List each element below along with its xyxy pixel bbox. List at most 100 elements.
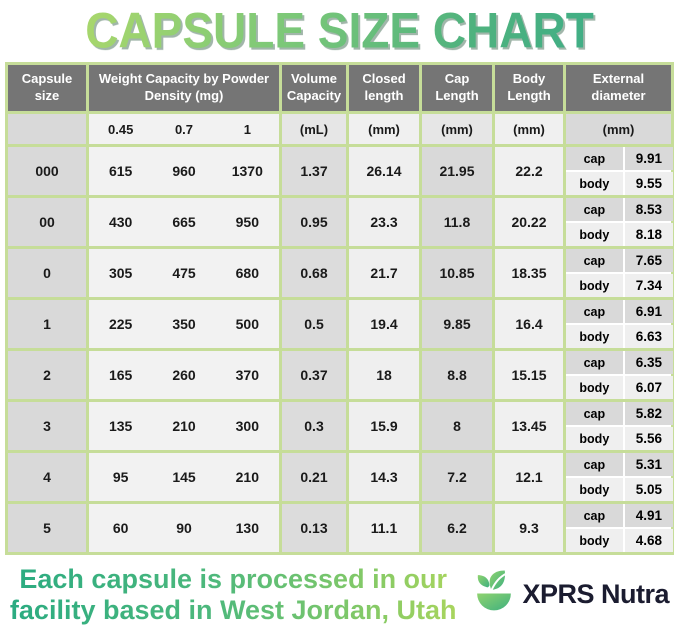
volume-capacity-cell: 0.13: [282, 504, 346, 552]
table-row: 4 95 145 210 0.21 14.3 7.2 12.1 cap 5.31…: [8, 453, 673, 501]
external-body-subrow: body 5.05: [566, 478, 673, 501]
weight-07-value: 350: [172, 316, 196, 332]
external-body-label: body: [566, 376, 623, 399]
external-cap-subrow: cap 7.65: [566, 249, 673, 272]
weight-045-value: 615: [108, 163, 133, 179]
header-capsule-size: Capsule size: [8, 65, 86, 111]
external-cap-value: 9.91: [624, 147, 673, 170]
facility-note-line2: facility based in West Jordan, Utah: [9, 594, 457, 625]
external-body-label: body: [566, 427, 623, 450]
external-cap-value: 5.82: [624, 402, 673, 425]
external-cap-value: 7.65: [624, 249, 673, 272]
volume-capacity-cell: 1.37: [282, 147, 346, 195]
weight-capacity-cell: 60 90 130: [89, 504, 279, 552]
table-row: 000 615 960 1370 1.37 26.14 21.95 22.2 c…: [8, 147, 673, 195]
volume-capacity-cell: 0.95: [282, 198, 346, 246]
weight-capacity-cell: 305 475 680: [89, 249, 279, 297]
capsule-size-table: Capsule size Weight Capacity by Powder D…: [5, 62, 674, 555]
external-cap-subrow: cap 5.31: [566, 453, 673, 476]
external-body-label: body: [566, 478, 623, 501]
external-body-value: 5.05: [624, 478, 673, 501]
external-body-value: 4.68: [624, 529, 673, 552]
external-cap-label: cap: [566, 249, 623, 272]
external-diameter-cell: cap 5.82 body 5.56: [566, 402, 673, 450]
cap-length-cell: 21.95: [422, 147, 492, 195]
external-cap-label: cap: [566, 147, 623, 170]
units-body: (mm): [495, 114, 563, 144]
cap-length-cell: 11.8: [422, 198, 492, 246]
weight-1-value: 130: [235, 520, 259, 536]
external-cap-value: 6.91: [624, 300, 673, 323]
weight-045-value: 305: [108, 265, 133, 281]
external-body-subrow: body 8.18: [566, 223, 673, 246]
body-length-cell: 9.3: [495, 504, 563, 552]
volume-capacity-cell: 0.68: [282, 249, 346, 297]
external-body-value: 9.55: [624, 172, 673, 195]
weight-1-value: 370: [235, 367, 259, 383]
external-cap-subrow: cap 6.91: [566, 300, 673, 323]
weight-07-value: 960: [172, 163, 196, 179]
external-diameter-cell: cap 6.91 body 6.63: [566, 300, 673, 348]
capsule-size-cell: 3: [8, 402, 86, 450]
weight-capacity-cell: 430 665 950: [89, 198, 279, 246]
capsule-size-cell: 0: [8, 249, 86, 297]
closed-length-cell: 23.3: [349, 198, 419, 246]
header-volume-capacity: Volume Capacity: [282, 65, 346, 111]
external-body-subrow: body 6.07: [566, 376, 673, 399]
footer: Each capsule is processed in our facilit…: [0, 555, 679, 640]
external-diameter-cell: cap 5.31 body 5.05: [566, 453, 673, 501]
table-row: 2 165 260 370 0.37 18 8.8 15.15 cap 6.35…: [8, 351, 673, 399]
closed-length-cell: 18: [349, 351, 419, 399]
cap-length-cell: 9.85: [422, 300, 492, 348]
capsule-size-cell: 5: [8, 504, 86, 552]
capsule-size-cell: 00: [8, 198, 86, 246]
table-row: 1 225 350 500 0.5 19.4 9.85 16.4 cap 6.9…: [8, 300, 673, 348]
external-cap-label: cap: [566, 504, 623, 527]
body-length-cell: 15.15: [495, 351, 563, 399]
weight-045-value: 60: [112, 520, 129, 536]
external-cap-value: 4.91: [624, 504, 673, 527]
weight-1-value: 680: [235, 265, 259, 281]
external-body-value: 6.63: [624, 325, 673, 348]
weight-1-value: 1370: [231, 163, 263, 179]
header-cap-length: Cap Length: [422, 65, 492, 111]
external-cap-subrow: cap 4.91: [566, 504, 673, 527]
body-length-cell: 18.35: [495, 249, 563, 297]
closed-length-cell: 11.1: [349, 504, 419, 552]
volume-capacity-cell: 0.21: [282, 453, 346, 501]
weight-07-value: 210: [172, 418, 196, 434]
units-cap: (mm): [422, 114, 492, 144]
external-body-subrow: body 4.68: [566, 529, 673, 552]
external-cap-value: 5.31: [624, 453, 673, 476]
table-units-row: 0.45 0.7 1 (mL) (mm) (mm) (mm) (mm): [8, 114, 671, 144]
body-length-cell: 16.4: [495, 300, 563, 348]
cap-length-cell: 6.2: [422, 504, 492, 552]
weight-045-value: 430: [108, 214, 133, 230]
title-bar: CAPSULE SIZE CHART: [0, 0, 679, 60]
body-length-cell: 22.2: [495, 147, 563, 195]
units-closed: (mm): [349, 114, 419, 144]
weight-07-value: 475: [172, 265, 196, 281]
weight-045-value: 95: [112, 469, 129, 485]
external-cap-label: cap: [566, 300, 623, 323]
header-external-diameter: External diameter: [566, 65, 671, 111]
weight-045-value: 165: [108, 367, 133, 383]
weight-capacity-cell: 135 210 300: [89, 402, 279, 450]
units-external: (mm): [566, 114, 671, 144]
capsule-size-cell: 000: [8, 147, 86, 195]
external-body-label: body: [566, 325, 623, 348]
external-cap-value: 8.53: [624, 198, 673, 221]
external-diameter-cell: cap 4.91 body 4.68: [566, 504, 673, 552]
external-body-value: 5.56: [624, 427, 673, 450]
volume-capacity-cell: 0.3: [282, 402, 346, 450]
weight-capacity-cell: 165 260 370: [89, 351, 279, 399]
closed-length-cell: 15.9: [349, 402, 419, 450]
closed-length-cell: 14.3: [349, 453, 419, 501]
capsule-size-cell: 2: [8, 351, 86, 399]
body-length-cell: 20.22: [495, 198, 563, 246]
page-title: CAPSULE SIZE CHART: [85, 1, 594, 59]
units-densities: 0.45 0.7 1: [89, 114, 279, 144]
closed-length-cell: 19.4: [349, 300, 419, 348]
external-body-subrow: body 6.63: [566, 325, 673, 348]
